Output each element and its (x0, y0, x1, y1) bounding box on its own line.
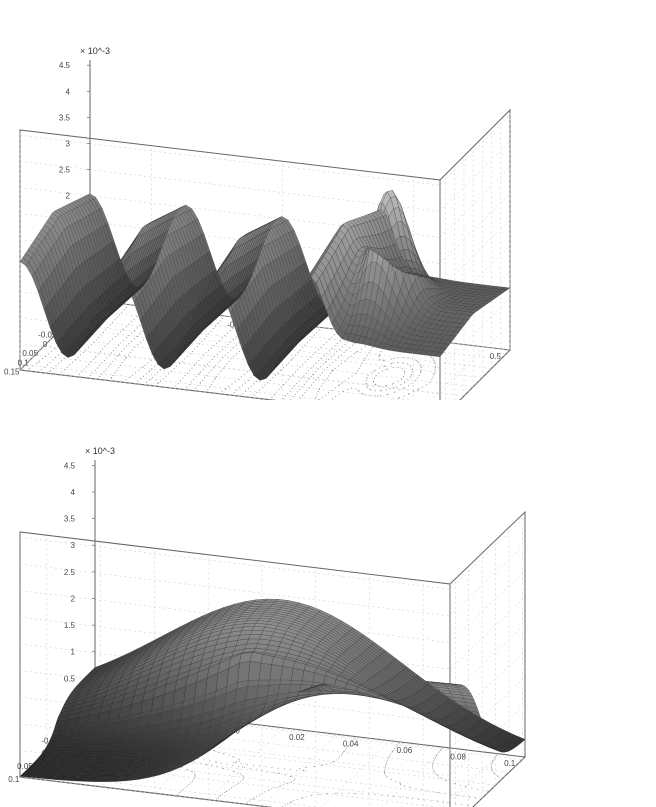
svg-text:0.5: 0.5 (64, 674, 76, 683)
surface-plot-bottom: 00.511.522.533.544.5-0.04-0.0200.020.040… (0, 400, 656, 807)
svg-text:2.5: 2.5 (59, 166, 71, 175)
svg-text:0.08: 0.08 (450, 752, 466, 761)
svg-text:2: 2 (71, 594, 76, 603)
svg-text:2.5: 2.5 (64, 568, 76, 577)
svg-text:× 10^-3: × 10^-3 (80, 46, 110, 56)
svg-text:0.1: 0.1 (504, 759, 516, 768)
svg-text:4: 4 (71, 488, 76, 497)
surface-plot-bottom-svg: 00.511.522.533.544.5-0.04-0.0200.020.040… (0, 400, 656, 807)
svg-text:3.5: 3.5 (64, 515, 76, 524)
svg-text:3: 3 (71, 541, 76, 550)
surface-plot-top: 00.511.522.533.544.5-1-0.500.5-0.2-0.15-… (0, 0, 656, 400)
svg-text:0.04: 0.04 (343, 739, 359, 748)
svg-text:0.06: 0.06 (397, 746, 413, 755)
svg-text:0.05: 0.05 (22, 349, 38, 358)
svg-text:1.5: 1.5 (64, 621, 76, 630)
svg-text:0.02: 0.02 (289, 733, 305, 742)
svg-text:0.15: 0.15 (4, 367, 20, 376)
svg-text:4.5: 4.5 (59, 61, 71, 70)
svg-text:1: 1 (71, 648, 76, 657)
svg-text:× 10^-3: × 10^-3 (85, 446, 115, 456)
svg-text:4.5: 4.5 (64, 461, 76, 470)
svg-text:0.1: 0.1 (18, 358, 30, 367)
svg-text:0.1: 0.1 (8, 775, 20, 784)
svg-text:0: 0 (43, 340, 48, 349)
surface-plot-top-svg: 00.511.522.533.544.5-1-0.500.5-0.2-0.15-… (0, 0, 656, 400)
svg-text:4: 4 (66, 87, 71, 96)
svg-text:3.5: 3.5 (59, 113, 71, 122)
